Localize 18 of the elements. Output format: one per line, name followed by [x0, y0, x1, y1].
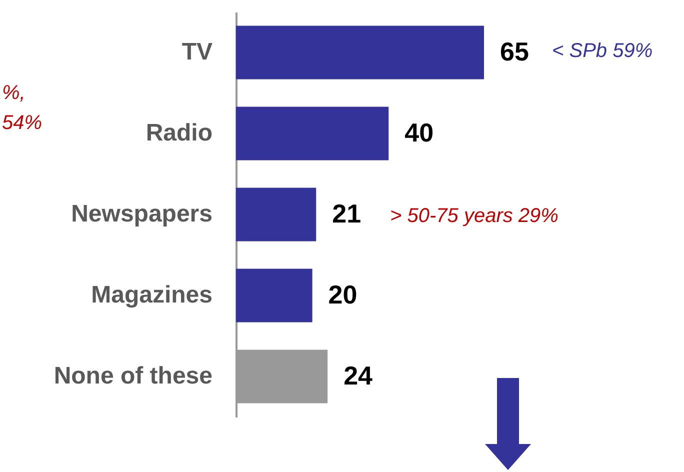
bar [236, 188, 316, 242]
data-label: 20 [328, 280, 358, 310]
bar [236, 26, 484, 80]
y-tick-label: None of these [54, 362, 212, 390]
y-tick-label: TV [182, 38, 212, 66]
annotation: > 50-75 years 29% [390, 204, 558, 229]
text: < SPb 59% [552, 39, 653, 64]
bar [236, 268, 312, 322]
y-tick-label: Radio [146, 120, 212, 146]
y-tick-label: Magazines [91, 282, 212, 308]
data-label: 40 [404, 118, 434, 148]
data-label: 65 [500, 36, 529, 66]
bar [236, 106, 389, 160]
data-label: 21 [332, 198, 362, 228]
data-label: 24 [344, 360, 374, 390]
y-tick-label: Newspapers [71, 200, 212, 228]
text: %, [2, 81, 26, 106]
text: 54% [2, 111, 42, 136]
